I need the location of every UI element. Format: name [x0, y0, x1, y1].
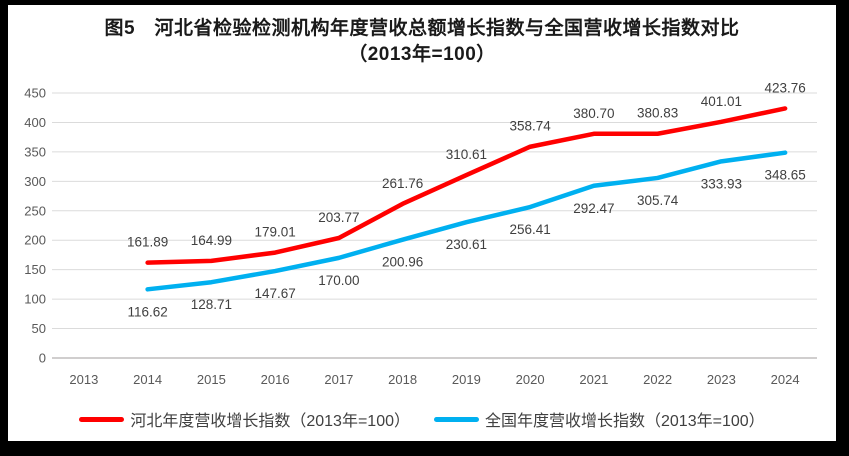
y-tick-label: 150 [24, 262, 46, 277]
chart-title-line2: （2013年=100） [348, 44, 496, 65]
x-tick-label: 2021 [579, 372, 608, 387]
series-line-1 [145, 150, 788, 292]
x-tick-label: 2022 [643, 372, 672, 387]
legend-swatch-hebei-line [79, 416, 125, 422]
y-tick-label: 400 [24, 115, 46, 130]
data-label: 292.47 [573, 201, 614, 216]
data-label: 348.65 [764, 168, 805, 183]
legend-swatch-national-line [434, 416, 479, 422]
data-label: 256.41 [509, 222, 550, 237]
data-label: 305.74 [637, 193, 679, 208]
y-tick-label: 200 [24, 233, 46, 248]
data-label: 200.96 [382, 255, 423, 270]
data-label: 179.01 [254, 225, 295, 240]
data-label: 170.00 [318, 273, 359, 288]
data-label: 380.70 [573, 106, 614, 121]
chart-canvas: 图5 河北省检验检测机构年度营收总额增长指数与全国营收增长指数对比 （2013年… [8, 5, 836, 441]
data-label: 310.61 [446, 147, 487, 162]
x-tick-label: 2019 [452, 372, 481, 387]
y-tick-label: 450 [24, 86, 46, 101]
y-tick-label: 350 [24, 144, 46, 159]
chart-title: 图5 河北省检验检测机构年度营收总额增长指数与全国营收增长指数对比 （2013年… [8, 16, 836, 68]
data-label: 380.83 [637, 106, 678, 121]
x-tick-label: 2020 [516, 372, 545, 387]
x-tick-label: 2013 [69, 372, 98, 387]
x-tick-label: 2018 [388, 372, 417, 387]
x-tick-label: 2024 [771, 372, 800, 387]
legend-item-hebei: 河北年度营收增长指数（2013年=100） [79, 407, 410, 431]
data-label: 203.77 [318, 210, 359, 225]
data-label: 147.67 [254, 286, 295, 301]
data-label: 261.76 [382, 176, 423, 191]
data-label: 401.01 [701, 94, 742, 109]
legend-label-hebei: 河北年度营收增长指数（2013年=100） [130, 413, 410, 430]
series-line-0 [145, 106, 788, 265]
data-label: 128.71 [191, 297, 232, 312]
legend-item-national: 全国年度营收增长指数（2013年=100） [434, 407, 765, 431]
data-label: 161.89 [127, 235, 168, 250]
data-label: 230.61 [446, 237, 487, 252]
y-tick-label: 0 [39, 351, 46, 366]
y-tick-label: 300 [24, 174, 46, 189]
chart-title-line1: 图5 河北省检验检测机构年度营收总额增长指数与全国营收增长指数对比 [104, 18, 740, 39]
x-tick-label: 2014 [133, 372, 162, 387]
legend-label-national: 全国年度营收增长指数（2013年=100） [485, 413, 765, 430]
data-label: 333.93 [701, 176, 742, 191]
chart-legend: 河北年度营收增长指数（2013年=100） 全国年度营收增长指数（2013年=1… [8, 407, 836, 431]
x-tick-label: 2017 [324, 372, 353, 387]
y-tick-label: 100 [24, 292, 46, 307]
data-label: 423.76 [764, 80, 805, 95]
line-chart: 0 50 100 150 200 250 300 350 400 450 2013 2014 2015 2… [24, 80, 817, 387]
data-label: 358.74 [509, 119, 551, 134]
data-label: 164.99 [191, 233, 232, 248]
x-tick-label: 2016 [261, 372, 290, 387]
y-tick-label: 50 [32, 321, 46, 336]
x-tick-label: 2023 [707, 372, 736, 387]
y-tick-label: 250 [24, 203, 46, 218]
x-tick-label: 2015 [197, 372, 226, 387]
data-label: 116.62 [127, 304, 167, 319]
